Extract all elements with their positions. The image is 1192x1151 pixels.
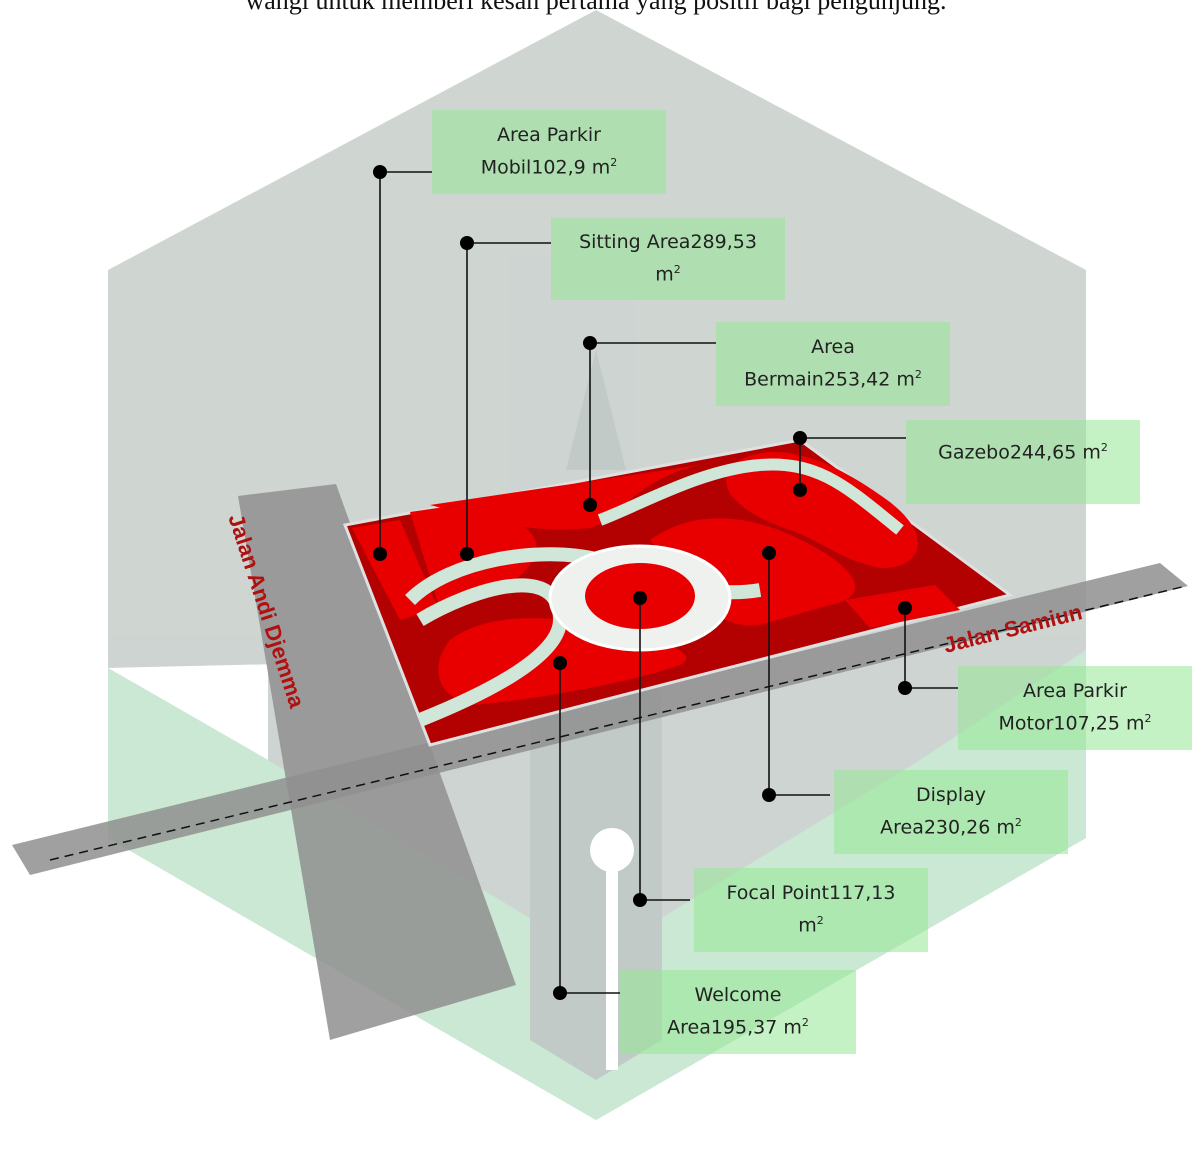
- zone-gazebo: [726, 452, 918, 569]
- label-bermain: Area Bermain253,42 m2: [716, 322, 950, 406]
- caption-text: wangi untuk memberi kesan pertama yang p…: [245, 0, 947, 15]
- label-display: Display Area230,26 m2: [834, 770, 1068, 854]
- site-plot: [342, 438, 1014, 747]
- markers: [373, 165, 912, 1000]
- label-welcome: Welcome Area195,37 m2: [620, 970, 856, 1054]
- label-gazebo: Gazebo244,65 m2: [906, 420, 1140, 504]
- label-parkir-mobil: Area Parkir Mobil102,9 m2: [432, 110, 666, 194]
- label-focal: Focal Point117,13 m2: [694, 868, 928, 952]
- label-parkir-motor: Area Parkir Motor107,25 m2: [958, 666, 1192, 750]
- roads: [12, 484, 1188, 1040]
- zone-bermain: [430, 462, 720, 530]
- label-sitting: Sitting Area289,53 m2: [551, 218, 785, 300]
